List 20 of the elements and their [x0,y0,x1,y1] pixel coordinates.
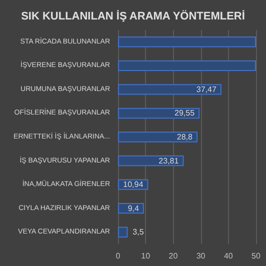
x-tick-label: 30 [196,252,206,260]
x-tick-label: 20 [168,252,178,260]
data-label: 10,94 [123,180,144,190]
bar [118,132,198,142]
bar [118,36,256,48]
data-label: 9,4 [128,204,140,213]
x-tick-label: 10 [141,252,151,260]
bar [118,60,256,72]
data-label: 3,5 [132,228,144,237]
bar [118,84,222,95]
x-tick-label: 0 [116,252,121,260]
data-label: 23,81 [158,156,180,166]
bar [118,226,128,238]
x-tick-label: 40 [224,252,234,260]
data-label: 37,47 [196,84,217,94]
data-label: 29,55 [174,108,196,118]
data-label: 28,8 [176,132,194,142]
x-tick-label: 50 [252,252,261,260]
bar [118,108,200,119]
chart-title: SIK KULLANILAN İŞ ARAMA YÖNTEMLERİ [21,10,245,22]
